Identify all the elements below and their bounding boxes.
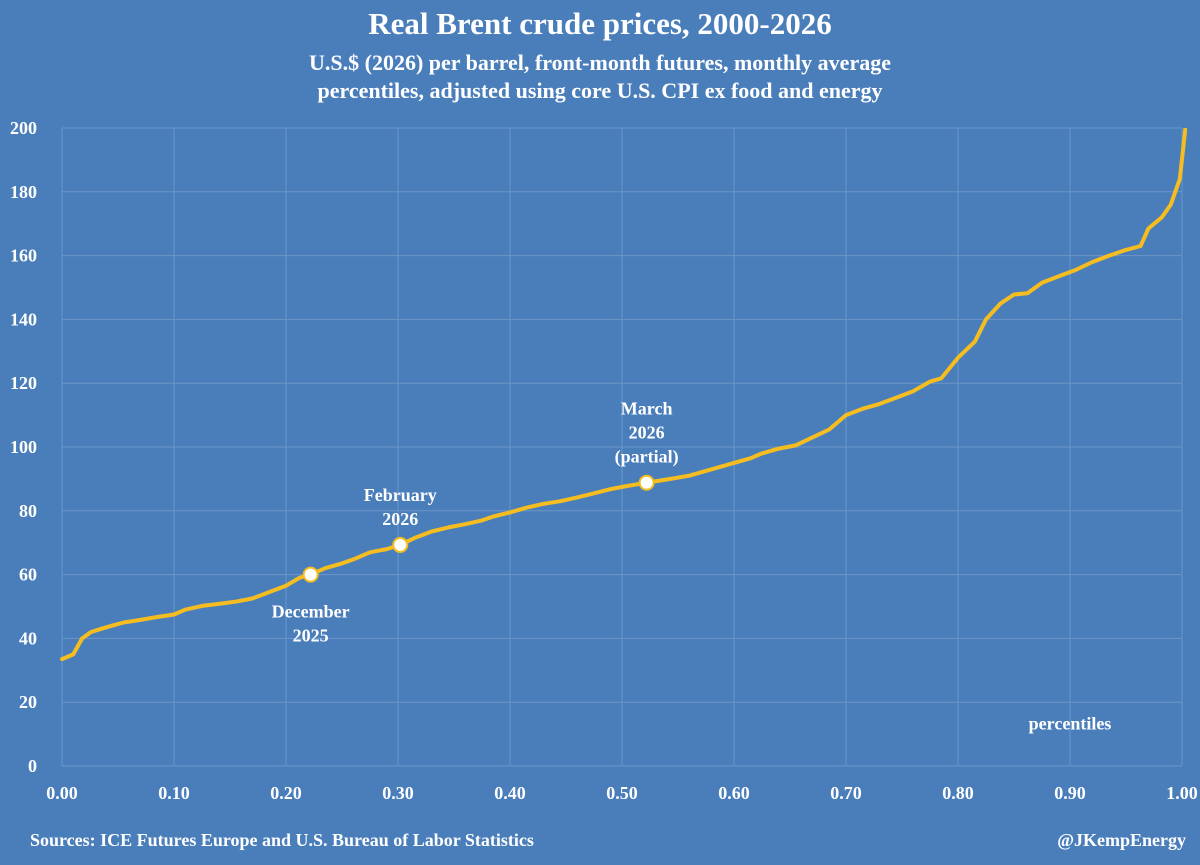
y-tick-label: 160 <box>10 246 37 266</box>
highlight-label: (partial) <box>615 447 679 468</box>
source-note: Sources: ICE Futures Europe and U.S. Bur… <box>30 830 534 850</box>
x-axis-label: percentiles <box>1029 713 1112 733</box>
y-tick-label: 0 <box>28 756 37 776</box>
y-tick-label: 100 <box>10 437 37 457</box>
x-tick-label: 0.60 <box>718 783 750 803</box>
y-tick-label: 80 <box>19 501 37 521</box>
credit-note: @JKempEnergy <box>1057 830 1186 850</box>
y-tick-label: 60 <box>19 565 37 585</box>
highlight-label: 2026 <box>629 423 665 443</box>
highlight-label: December <box>272 602 350 622</box>
chart-subtitle-line-2: percentiles, adjusted using core U.S. CP… <box>317 78 883 103</box>
highlight-label: 2026 <box>382 509 418 529</box>
y-tick-label: 120 <box>10 373 37 393</box>
y-tick-label: 40 <box>19 628 37 648</box>
x-tick-label: 0.10 <box>158 783 190 803</box>
highlight-label: March <box>621 399 673 419</box>
x-tick-label: 1.00 <box>1166 783 1198 803</box>
x-tick-label: 0.00 <box>46 783 78 803</box>
y-tick-label: 180 <box>10 182 37 202</box>
highlight-label: 2025 <box>293 626 329 646</box>
x-tick-label: 0.20 <box>270 783 302 803</box>
highlight-label: February <box>364 485 437 505</box>
x-tick-label: 0.40 <box>494 783 526 803</box>
chart-title: Real Brent crude prices, 2000-2026 <box>368 6 832 41</box>
y-tick-label: 200 <box>10 118 37 138</box>
highlight-marker <box>638 474 655 491</box>
highlight-marker <box>302 566 319 583</box>
y-tick-label: 140 <box>10 309 37 329</box>
x-tick-label: 0.80 <box>942 783 974 803</box>
y-tick-label: 20 <box>19 692 37 712</box>
x-tick-label: 0.90 <box>1054 783 1086 803</box>
chart-subtitle-line-1: U.S.$ (2026) per barrel, front-month fut… <box>309 50 891 75</box>
x-tick-label: 0.50 <box>606 783 638 803</box>
x-tick-label: 0.30 <box>382 783 414 803</box>
x-tick-label: 0.70 <box>830 783 862 803</box>
highlight-marker <box>392 536 409 553</box>
series-line <box>60 128 1187 662</box>
